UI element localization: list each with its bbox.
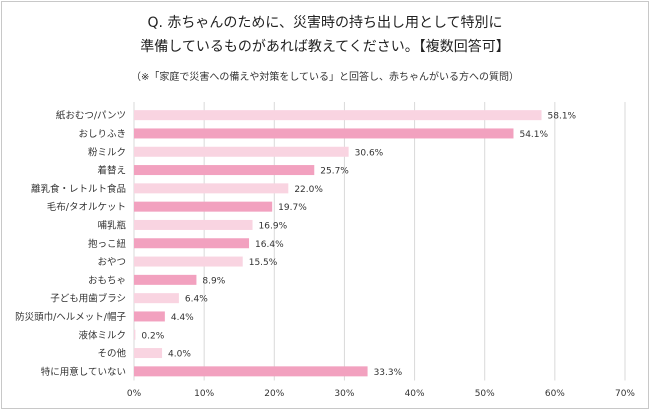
value-label: 6.4% [185, 295, 208, 305]
bar [134, 256, 243, 267]
bar [134, 348, 163, 359]
bar [134, 146, 349, 157]
x-tick-label: 60% [545, 389, 565, 399]
value-label: 0.2% [141, 331, 164, 341]
category-label: 哺乳瓶 [97, 219, 126, 231]
value-label: 4.0% [168, 350, 191, 360]
x-tick-label: 0% [127, 389, 142, 399]
category-label: おしりふき [78, 129, 126, 140]
value-label: 30.6% [355, 148, 384, 158]
category-label: 離乳食・レトルト食品 [31, 183, 126, 195]
x-tick-label: 40% [405, 389, 425, 399]
bar [134, 219, 253, 230]
value-label: 16.9% [259, 221, 288, 231]
category-label: 毛布/タオルケット [47, 201, 126, 213]
value-label: 8.9% [202, 276, 225, 286]
bar [134, 110, 542, 121]
category-label: 特に用意していない [41, 366, 126, 378]
bar [134, 329, 136, 340]
x-tick-label: 10% [194, 389, 214, 399]
category-label: 着替え [97, 165, 126, 177]
value-label: 25.7% [320, 167, 349, 177]
chart-note: （※「家庭で災害への備えや対策をしている」と回答し、赤ちゃんがいる方への質問） [130, 72, 520, 83]
value-label: 16.4% [255, 240, 284, 250]
value-label: 4.4% [171, 313, 194, 323]
bar [134, 128, 514, 139]
x-tick-label: 70% [615, 389, 635, 399]
chart-title-line-2: 準備しているものがあれば教えてください。【複数回答可】 [140, 39, 510, 55]
value-label: 54.1% [519, 130, 548, 140]
category-label: 抱っこ紐 [88, 238, 127, 250]
category-label: 液体ミルク [78, 329, 126, 341]
bar [134, 238, 250, 249]
bar [134, 311, 165, 322]
bar [134, 165, 315, 176]
category-label: おやつ [97, 257, 126, 268]
chart-title-line-1: Q. 赤ちゃんのために、災害時の持ち出し用として特別に [147, 15, 503, 31]
bar [134, 274, 197, 285]
value-label: 33.3% [374, 368, 403, 378]
x-tick-label: 30% [334, 389, 354, 399]
x-tick-label: 20% [264, 389, 284, 399]
bar [134, 366, 368, 377]
category-label: 子ども用歯ブラシ [50, 293, 126, 305]
value-label: 22.0% [294, 185, 323, 195]
bar [134, 183, 289, 194]
value-label: 15.5% [249, 258, 278, 268]
category-label: おもちゃ [88, 275, 126, 286]
category-label: 紙おむつ/パンツ [56, 110, 126, 122]
value-label: 58.1% [548, 112, 577, 122]
bar [134, 201, 273, 212]
x-tick-label: 50% [475, 389, 495, 399]
bar [134, 293, 179, 304]
category-label: 粉ミルク [88, 146, 126, 158]
category-label: その他 [97, 348, 126, 360]
category-label: 防災頭巾/ヘルメット/帽子 [15, 311, 126, 323]
value-label: 19.7% [278, 203, 307, 213]
